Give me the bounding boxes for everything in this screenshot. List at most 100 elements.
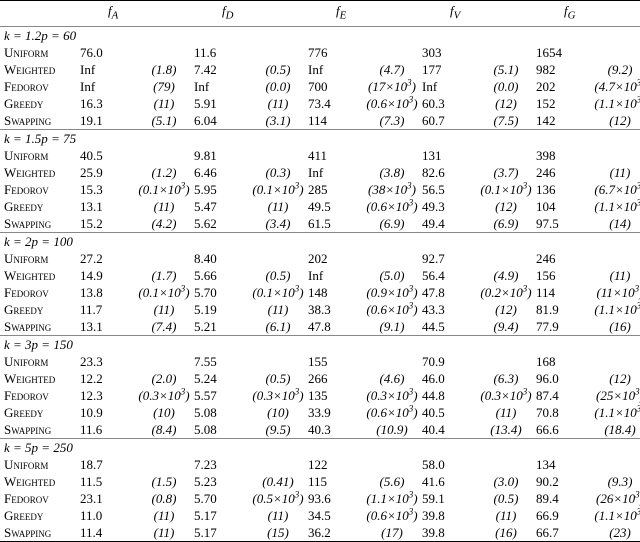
value-cell: 40.4 <box>422 421 445 437</box>
value-cell: 93.6 <box>308 490 331 506</box>
std-cell: (9.4) <box>493 318 519 334</box>
std-cell: (0.6×103) <box>366 403 418 420</box>
std-cell: (12) <box>609 370 631 386</box>
std-cell: (11) <box>609 164 631 180</box>
std-cell: (0.3) <box>265 164 291 180</box>
std-cell: (11) <box>267 198 289 214</box>
value-cell: 47.8 <box>422 284 445 300</box>
value-cell: 58.0 <box>422 456 445 472</box>
value-cell: 6.04 <box>194 112 217 128</box>
std-cell <box>364 147 420 164</box>
std-cell: (1.5) <box>151 473 177 489</box>
std-cell: (0.1×103) <box>138 180 190 197</box>
table-row: Fedorov Inf (79) Inf (0.0) 700 (17×103) Inf (0.0… <box>0 78 640 95</box>
std-cell: (1.1×103) <box>366 489 418 506</box>
std-cell: (11) <box>153 198 175 214</box>
std-cell: (0.9×103) <box>366 283 418 300</box>
std-cell <box>592 250 640 267</box>
std-cell: (8.4) <box>151 421 177 437</box>
value-cell: 56.4 <box>422 267 445 283</box>
value-cell: 982 <box>536 61 556 77</box>
value-cell: 38.3 <box>308 301 331 317</box>
std-cell: (1.1×103) <box>594 198 640 214</box>
column-header-sub: D <box>225 9 234 22</box>
std-cell <box>478 456 534 473</box>
value-cell: 5.62 <box>194 215 217 231</box>
std-cell <box>136 44 192 61</box>
column-header-sub: A <box>111 9 119 22</box>
value-cell: 202 <box>536 78 556 94</box>
method-label: Fedorov <box>4 284 49 300</box>
value-cell: 36.2 <box>306 523 365 542</box>
std-cell: (4.7) <box>379 61 405 77</box>
std-cell: (0.0) <box>265 78 291 94</box>
value-cell: 12.3 <box>80 387 103 403</box>
group-header-row: k = 5p = 250 <box>0 437 640 456</box>
std-cell: (3.4) <box>265 215 291 231</box>
value-cell: 96.0 <box>536 370 559 386</box>
std-cell: (0.3×103) <box>366 386 418 403</box>
table-row: Swapping 11.6 (8.4) 5.08 (9.5) 40.3 (10.9) 40.4… <box>0 421 640 439</box>
std-cell: (0.6×103) <box>366 94 418 111</box>
value-cell: 5.23 <box>194 473 217 489</box>
value-cell: 114 <box>536 284 556 300</box>
value-cell: 73.4 <box>308 95 331 111</box>
std-cell <box>364 250 420 267</box>
table-row: Fedorov 15.3 (0.1×103) 5.95 (0.1×103) 285 (38×… <box>0 181 640 198</box>
value-cell: 11.7 <box>80 301 103 317</box>
std-cell: (0.1×103) <box>252 283 304 300</box>
std-cell: (12) <box>495 95 517 111</box>
std-cell: (15) <box>250 523 307 542</box>
value-cell: 70.8 <box>536 404 559 420</box>
value-cell: 39.8 <box>420 523 479 542</box>
std-cell: (0.6×103) <box>366 300 418 317</box>
group-header-row: k = 2p = 100 <box>0 231 640 250</box>
group-header-row: k = 1.2p = 60 <box>0 25 640 44</box>
std-cell: (0.3×103) <box>252 386 304 403</box>
std-cell: (1.7) <box>151 267 177 283</box>
table-row: Weighted 12.2 (2.0) 5.24 (0.5) 266 (4.6) 46.0 (6… <box>0 370 640 387</box>
value-cell: 6.46 <box>194 164 217 180</box>
std-cell <box>478 353 534 370</box>
value-cell: 14.9 <box>80 267 103 283</box>
table-row: Uniform 27.2 8.40 202 92.7 246 <box>0 250 640 267</box>
method-label: Weighted <box>4 61 56 77</box>
method-label: Greedy <box>4 198 44 214</box>
value-cell: 8.40 <box>194 250 217 266</box>
table-body: k = 1.2p = 60 Uniform 76.0 11.6 776 303 1654 We… <box>0 25 640 542</box>
std-cell: (12) <box>609 112 631 128</box>
value-cell: 18.7 <box>80 456 103 472</box>
value-cell: 49.3 <box>422 198 445 214</box>
value-cell: 142 <box>536 112 556 128</box>
std-cell: (17×103) <box>368 77 416 94</box>
value-cell: 39.8 <box>422 507 445 523</box>
method-label: Fedorov <box>4 181 49 197</box>
std-cell: (0.1×103) <box>138 283 190 300</box>
std-cell: (26×103) <box>596 489 640 506</box>
std-cell: (6.9) <box>379 215 405 231</box>
value-cell: 11.0 <box>80 507 103 523</box>
value-cell: 97.5 <box>536 215 559 231</box>
std-cell: (11) <box>267 95 289 111</box>
method-label: Weighted <box>4 473 56 489</box>
column-header-sub: V <box>453 9 461 22</box>
value-cell: 5.17 <box>192 523 250 542</box>
std-cell: (9.3) <box>607 473 633 489</box>
std-cell <box>250 456 306 473</box>
std-cell: (1.1×103) <box>594 404 640 420</box>
table-row: Greedy 16.3 (11) 5.91 (11) 73.4 (0.6×103) 60.3 (… <box>0 95 640 112</box>
std-cell: (9.1) <box>379 318 405 334</box>
value-cell: 13.1 <box>80 198 103 214</box>
std-cell <box>250 147 306 164</box>
value-cell: 49.4 <box>422 215 445 231</box>
value-cell: 122 <box>308 456 328 472</box>
value-cell: 16.3 <box>80 95 103 111</box>
std-cell: (0.5) <box>265 267 291 283</box>
value-cell: 5.21 <box>194 318 217 334</box>
value-cell: 87.4 <box>536 387 559 403</box>
value-cell: 168 <box>536 353 556 369</box>
value-cell: 11.6 <box>194 44 217 60</box>
table-row: Uniform 76.0 11.6 776 303 1654 <box>0 44 640 61</box>
std-cell: (3.1) <box>265 112 291 128</box>
